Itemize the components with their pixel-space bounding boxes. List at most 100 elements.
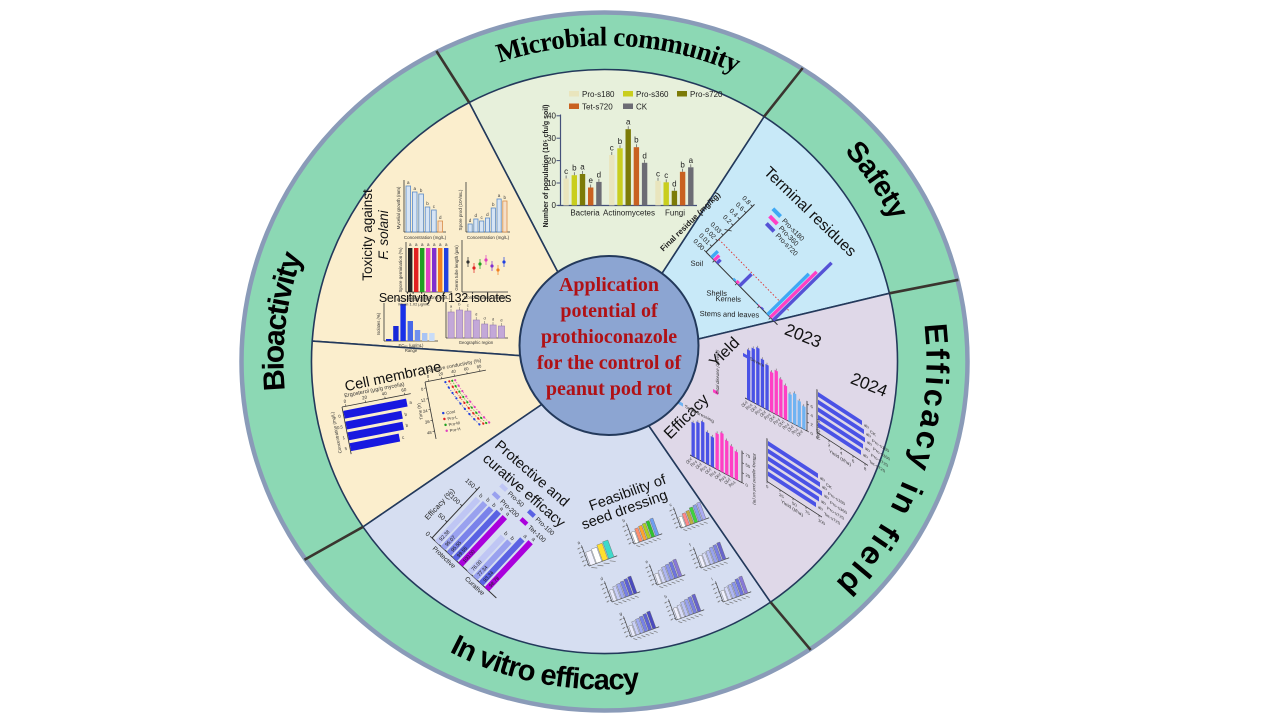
svg-text:ab: ab [820,475,825,483]
svg-text:CK+f: CK+f [795,428,804,438]
svg-text:Efficacy against pod rot (%): Efficacy against pod rot (%) [752,452,757,506]
svg-text:5: 5 [344,446,348,451]
svg-text:60: 60 [401,387,407,393]
svg-text:0.8: 0.8 [740,195,752,207]
svg-text:Concentration (mg/L): Concentration (mg/L) [408,295,451,300]
svg-text:b: b [502,531,508,537]
svg-text:20: 20 [547,156,556,165]
svg-text:Range: Range [405,348,418,353]
svg-text:ab: ab [866,431,871,439]
svg-text:0: 0 [424,531,432,539]
svg-text:Pro-s: Pro-s [744,402,753,411]
svg-text:b: b [504,195,507,200]
svg-text:4: 4 [811,413,814,419]
svg-text:10: 10 [547,179,556,188]
svg-text:a: a [689,156,694,165]
svg-text:25: 25 [746,472,751,479]
svg-text:CK: CK [636,103,648,112]
svg-text:0: 0 [426,374,430,379]
svg-text:Soil: Soil [690,259,703,268]
svg-text:Pro-M: Pro-M [448,420,461,427]
svg-text:b: b [509,536,515,542]
svg-text:Yield (t/ha): Yield (t/ha) [816,417,821,441]
svg-text:Total disease (Severe): Total disease (Severe) [715,348,721,396]
svg-text:CK: CK [870,429,877,438]
svg-text:c: c [656,169,660,178]
svg-text:0.2: 0.2 [721,214,733,226]
svg-text:Pro-s: Pro-s [727,479,736,488]
svg-text:0: 0 [766,484,769,490]
svg-text:Fungi: Fungi [665,209,685,218]
svg-text:ab: ab [824,493,829,501]
svg-text:4: 4 [840,450,843,456]
svg-text:Pro-s: Pro-s [708,469,717,478]
svg-text:Pro-L: Pro-L [447,414,459,421]
svg-text:a: a [433,242,436,247]
svg-text:CK+f: CK+f [758,409,767,419]
svg-text:c: c [669,502,674,508]
svg-text:c: c [480,215,483,220]
svg-text:a: a [407,180,410,185]
svg-text:Pro-s: Pro-s [699,464,708,473]
svg-text:ab: ab [822,484,827,492]
svg-text:g: g [619,611,624,617]
svg-text:F. solani: F. solani [376,209,391,259]
svg-text:c: c [467,303,469,308]
svg-text:CK+f: CK+f [723,476,732,486]
svg-text:0.6: 0.6 [734,201,746,213]
svg-text:ab: ab [821,499,826,507]
svg-text:0: 0 [421,386,425,391]
svg-text:Isolates (%): Isolates (%) [376,312,381,335]
svg-text:b: b [426,201,429,206]
svg-text:Stems and leaves: Stems and leaves [700,309,760,320]
svg-text:Spore prod (10⁶/mL): Spore prod (10⁶/mL) [458,189,463,230]
svg-text:a: a [522,534,529,541]
svg-text:CK: CK [826,482,833,491]
svg-text:48: 48 [427,430,433,436]
svg-text:c: c [433,204,436,209]
svg-text:CK+f: CK+f [713,471,722,481]
svg-text:b: b [680,160,685,169]
svg-text:b: b [490,502,496,508]
svg-text:d: d [642,151,646,160]
svg-text:2: 2 [811,422,814,428]
svg-text:Pro-s: Pro-s [763,412,772,421]
svg-text:b: b [404,412,408,417]
svg-text:Pro-s180: Pro-s180 [582,90,615,99]
svg-text:i: i [711,576,714,581]
svg-text:ab: ab [818,504,823,512]
svg-text:c: c [664,171,668,180]
svg-text:Bacteria: Bacteria [570,209,600,218]
svg-text:Mean 1.02 µg/mL: Mean 1.02 µg/mL [398,302,430,307]
svg-text:a: a [427,242,430,247]
svg-text:d: d [486,212,489,217]
svg-text:a: a [415,242,418,247]
svg-text:ab: ab [867,439,872,447]
svg-text:b: b [622,518,627,524]
svg-text:Concentration (mg/L): Concentration (mg/L) [404,235,447,240]
svg-text:a: a [409,242,412,247]
svg-text:0.5: 0.5 [337,424,344,430]
svg-text:a: a [577,540,582,546]
svg-text:d: d [469,218,472,223]
svg-text:a: a [409,400,413,405]
svg-text:d: d [500,318,502,323]
svg-text:EC₅₀ (µg/mL): EC₅₀ (µg/mL) [399,343,425,348]
svg-text:d: d [600,576,605,582]
svg-text:d: d [672,179,676,188]
svg-text:30: 30 [547,134,556,143]
svg-text:Pro-s720: Pro-s720 [690,90,723,99]
svg-text:40: 40 [381,391,387,397]
svg-text:36: 36 [425,419,431,425]
svg-text:a: a [498,193,501,198]
svg-text:prothioconazole: prothioconazole [541,326,677,348]
svg-text:12: 12 [420,397,426,403]
svg-text:Pro-s: Pro-s [754,407,763,416]
svg-text:Mycelial growth (mm): Mycelial growth (mm) [396,186,401,229]
svg-text:50: 50 [792,500,797,508]
svg-text:Time (h): Time (h) [416,402,424,420]
svg-text:CK+f: CK+f [777,418,786,428]
svg-text:b: b [405,423,409,428]
svg-text:Concentration (mg/L): Concentration (mg/L) [467,235,510,240]
svg-text:Pro-s360: Pro-s360 [636,90,669,99]
